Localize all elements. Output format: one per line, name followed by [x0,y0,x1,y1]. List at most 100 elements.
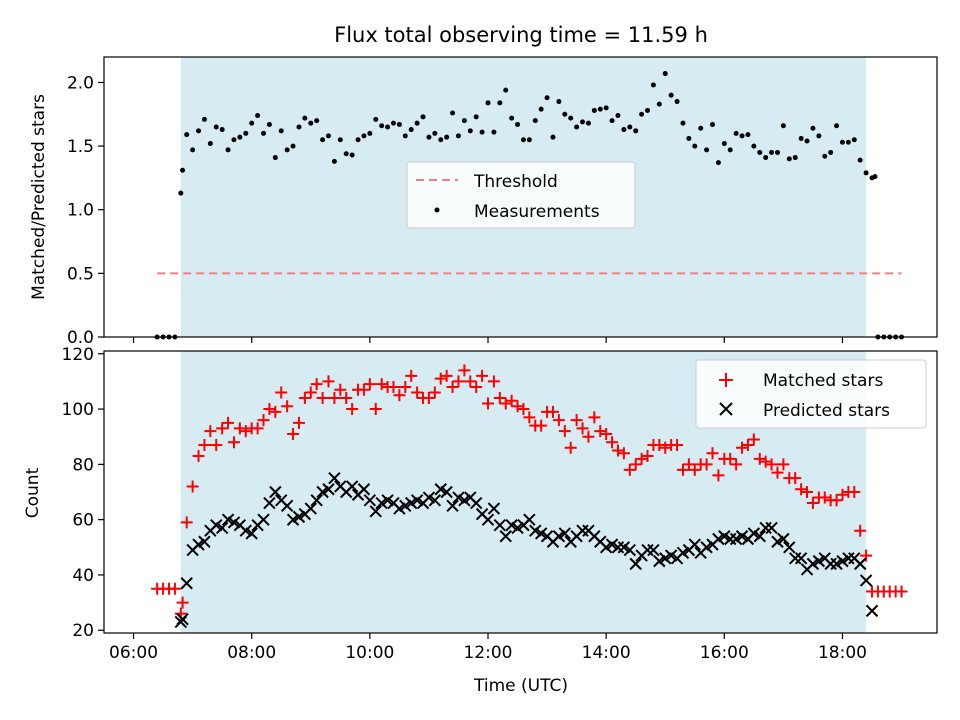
measurements-point [816,133,822,139]
measurements-point [698,125,704,131]
predicted-stars-point [558,527,572,540]
predicted-stars-point [842,552,855,565]
matched-stars-point [700,458,713,471]
predicted-stars-point [328,471,341,485]
matched-stars-point [304,386,317,399]
matched-stars-point [523,411,536,424]
matched-stars-point [535,419,548,432]
measurements-point [774,149,780,155]
measurements-point [178,190,184,196]
matched-stars-point [830,494,843,507]
predicted-stars-point [576,524,589,537]
top-y-tick-label: 1.0 [67,201,94,221]
predicted-stars-point [446,499,459,513]
measurements-point [633,128,639,134]
predicted-stars-point [783,541,796,554]
matched-stars-point [328,392,341,404]
measurements-point [272,155,278,161]
matched-stars-point [611,444,624,457]
measurements-point [857,157,863,163]
matched-stars-point [251,422,264,435]
measurements-point [780,123,786,129]
matched-stars-point [346,403,359,416]
matched-stars-point [287,427,300,440]
measurements-point [231,137,237,143]
measurements-point [432,130,438,136]
predicted-stars-point [623,543,637,557]
measurements-point [213,124,219,130]
measurements-point [721,141,727,147]
matched-stars-point [629,458,642,471]
measurements-point [308,120,314,126]
predicted-stars-point [198,535,211,548]
matched-stars-point [860,549,873,562]
measurements-point [686,135,692,141]
predicted-stars-point [257,513,270,526]
measurements-point [733,130,739,136]
measurements-point [810,125,816,131]
measurements-point [414,120,420,126]
measurements-point [739,133,745,139]
measurements-point [872,174,878,180]
predicted-stars-point [469,496,483,510]
measurements-point [710,121,716,127]
predicted-stars-point [859,574,873,587]
measurements-point [343,151,349,157]
matched-stars-point [470,380,483,393]
measurements-point [243,130,249,136]
matched-stars-point [564,441,577,454]
top-y-axis-label: Matched/Predicted stars [29,94,49,300]
measurements-point [556,99,562,105]
matched-stars-point [653,439,666,451]
matched-stars-point [186,480,199,493]
bottom-legend: Matched stars Predicted stars [695,359,927,429]
x-tick-label: 06:00 [109,643,158,663]
measurements-point [278,128,284,134]
measurements-point [650,82,656,88]
bottom-y-tick-label: 20 [72,621,94,641]
predicted-stars-point [180,577,193,590]
measurements-point [426,134,432,140]
predicted-stars-point [493,518,507,532]
matched-stars-point [505,394,518,407]
measurements-point [455,133,461,139]
measurements-legend-swatch [434,207,440,213]
matched-stars-point [192,450,205,463]
matched-stars-point [493,392,506,404]
measurements-point [331,158,337,164]
measurements-point [621,127,627,133]
measurements-point [798,135,804,141]
measurements-point [544,95,550,101]
measurements-point [662,71,668,77]
matched-stars-point [759,455,772,468]
matched-stars-point [487,375,500,388]
matched-stars-point [836,488,849,501]
measurements-point [822,153,828,159]
figure-title: Flux total observing time = 11.59 h [334,23,708,47]
measurements-point [201,116,207,122]
measurements-point [450,110,456,116]
matched-stars-point [753,452,766,465]
matched-stars-point [895,585,908,598]
matched-stars-point [452,375,465,388]
measurements-point [461,118,467,124]
matched-stars-point [848,486,861,498]
predicted-stars-point [647,543,660,557]
measurements-point [402,133,408,139]
x-tick-label: 18:00 [818,643,867,663]
matched-stars-point [292,416,305,429]
predicted-stars-point [487,502,501,515]
measurements-point [627,124,633,130]
predicted-stars-point [363,494,377,507]
measurements-point [509,115,515,121]
matched-stars-point [546,405,559,418]
matched-stars-point [682,458,695,471]
measurements-legend-label: Measurements [474,202,600,222]
measurements-point [550,134,556,140]
predicted-stars-point [215,521,229,535]
measurements-point [692,143,698,149]
measurements-point [355,137,361,143]
matched-stars-point [210,439,223,451]
measurements-point [562,111,568,117]
predicted-stars-point [357,483,371,496]
